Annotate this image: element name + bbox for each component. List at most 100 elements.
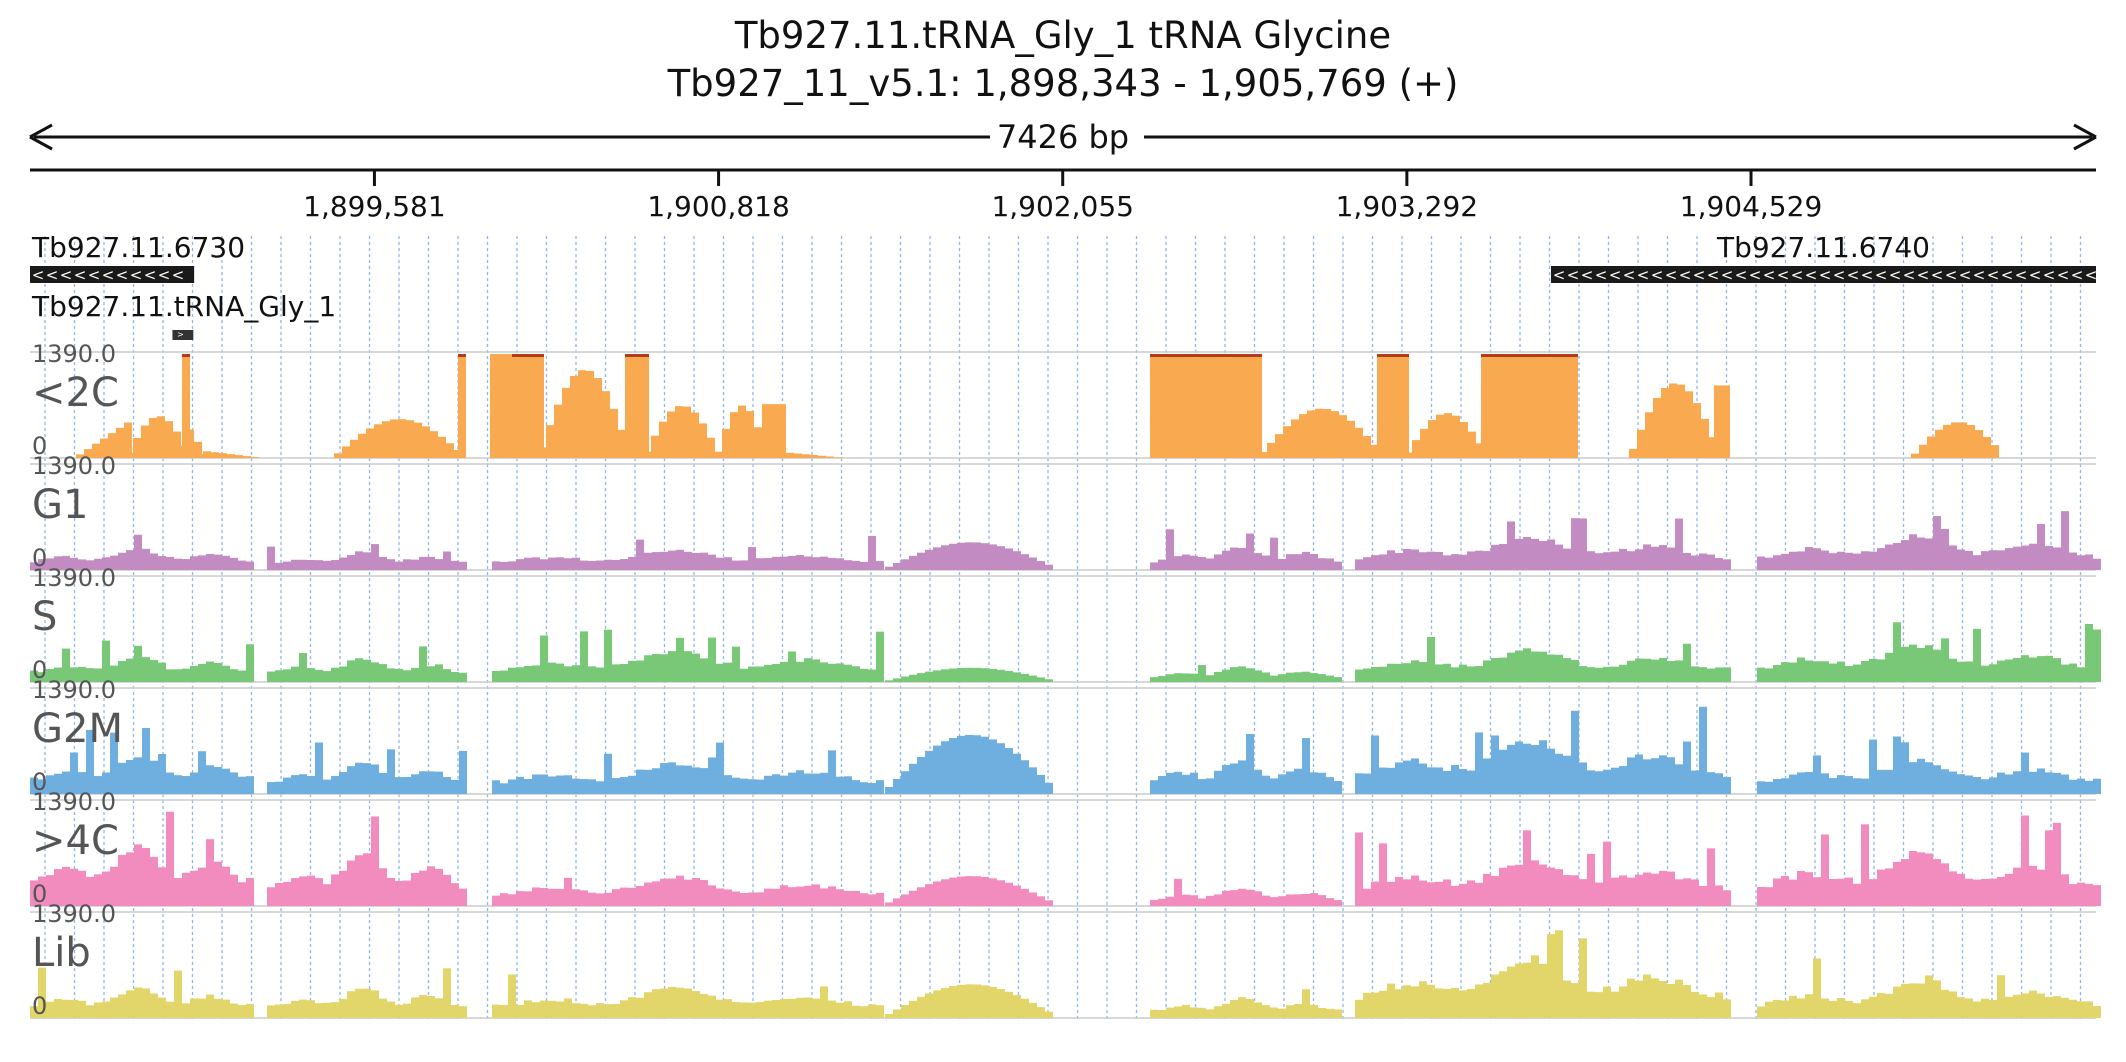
coverage-bar bbox=[1531, 651, 1539, 682]
coverage-bar bbox=[828, 886, 836, 906]
coverage-bar bbox=[190, 870, 198, 906]
coverage-bar bbox=[588, 892, 596, 906]
coverage-bar bbox=[644, 769, 652, 794]
coverage-bar bbox=[1166, 354, 1174, 458]
coverage-bar bbox=[826, 456, 834, 458]
coverage-bar bbox=[2037, 869, 2045, 906]
coverage-bar bbox=[1507, 652, 1515, 682]
coverage-bar bbox=[957, 668, 965, 682]
strand-arrow-icon: < bbox=[1833, 266, 1846, 284]
coverage-bar bbox=[1637, 429, 1645, 458]
coverage-bar bbox=[1773, 999, 1781, 1018]
coverage-bar bbox=[387, 559, 395, 570]
coverage-bar bbox=[275, 670, 283, 682]
coverage-bar bbox=[158, 556, 166, 570]
coverage-bar bbox=[1757, 667, 1765, 682]
coverage-bar bbox=[1214, 770, 1222, 794]
coverage-bar bbox=[2085, 780, 2093, 794]
coverage-bar bbox=[230, 557, 238, 570]
coverage-bar bbox=[965, 667, 973, 682]
coverage-bar bbox=[1411, 875, 1419, 906]
coverage-bar bbox=[2053, 822, 2061, 906]
coverage-bar bbox=[643, 451, 651, 458]
coverage-bar bbox=[691, 412, 699, 458]
coverage-bar bbox=[1497, 354, 1505, 458]
coverage-bar bbox=[641, 354, 649, 458]
coverage-bar bbox=[692, 653, 700, 682]
coverage-bar bbox=[1310, 1004, 1318, 1018]
coverage-bar bbox=[379, 664, 387, 682]
coverage-bar bbox=[1643, 544, 1651, 570]
coverage-bar bbox=[885, 902, 893, 906]
strand-arrow-icon: < bbox=[2043, 266, 2056, 284]
coverage-bar bbox=[540, 559, 548, 570]
coverage-bar bbox=[1805, 872, 1813, 906]
coverage-bar bbox=[459, 1006, 467, 1018]
coverage-bar bbox=[828, 750, 836, 794]
coverage-bar bbox=[134, 534, 142, 570]
coverage-bar bbox=[1789, 551, 1797, 570]
strand-arrow-icon: < bbox=[172, 266, 185, 284]
coverage-bar bbox=[267, 1005, 275, 1018]
coverage-bar bbox=[1037, 677, 1045, 682]
coverage-bar bbox=[1214, 554, 1222, 570]
coverage-bar bbox=[1611, 877, 1619, 906]
coverage-bar bbox=[941, 545, 949, 570]
strand-arrow-icon: < bbox=[1623, 266, 1636, 284]
coverage-bar bbox=[506, 354, 514, 458]
coverage-bar bbox=[1505, 354, 1513, 458]
strand-arrow-icon: < bbox=[1693, 266, 1706, 284]
coverage-bar bbox=[1037, 561, 1045, 570]
coverage-bar bbox=[2037, 523, 2045, 570]
coverage-bar bbox=[1667, 984, 1675, 1018]
coverage-bar bbox=[395, 668, 403, 682]
overflow-marker bbox=[1174, 354, 1182, 357]
coverage-bar bbox=[756, 558, 764, 570]
coverage-bar bbox=[2077, 555, 2085, 570]
coverage-bar bbox=[1491, 875, 1499, 906]
coverage-bar bbox=[347, 555, 355, 570]
coverage-bar bbox=[1310, 673, 1318, 682]
coverage-bar bbox=[1491, 544, 1499, 570]
coverage-bar bbox=[206, 553, 214, 570]
coverage-bar bbox=[126, 759, 134, 794]
coverage-bar bbox=[419, 771, 427, 794]
coverage-bar bbox=[692, 767, 700, 794]
coverage-bar bbox=[30, 670, 38, 682]
coverage-bar bbox=[1571, 659, 1579, 682]
coverage-bar bbox=[708, 995, 716, 1018]
strand-arrow-icon: < bbox=[2029, 266, 2042, 284]
coverage-bar bbox=[500, 893, 508, 906]
coverage-track: 1390.0 0 >4C bbox=[30, 788, 2101, 908]
coverage-bar bbox=[2021, 993, 2029, 1018]
coverage-bar bbox=[1499, 867, 1507, 906]
coverage-bar bbox=[323, 560, 331, 570]
coverage-bar bbox=[1230, 547, 1238, 570]
coverage-bar bbox=[307, 559, 315, 570]
coverage-bar bbox=[1537, 354, 1545, 458]
overflow-marker bbox=[1377, 354, 1385, 357]
coverage-bar bbox=[1845, 552, 1853, 570]
coverage-bar bbox=[684, 988, 692, 1018]
coverage-bar bbox=[1166, 896, 1174, 906]
strand-arrow-icon: < bbox=[1931, 266, 1944, 284]
coverage-bar bbox=[1214, 354, 1222, 458]
coverage-bar bbox=[548, 776, 556, 794]
strand-arrow-icon: < bbox=[1791, 266, 1804, 284]
coverage-bar bbox=[1499, 971, 1507, 1018]
coverage-bar bbox=[628, 775, 636, 794]
coverage-bar bbox=[1420, 428, 1428, 458]
coverage-bar bbox=[1395, 762, 1403, 794]
coverage-bar bbox=[812, 773, 820, 794]
coverage-bar bbox=[692, 878, 700, 906]
coverage-bar bbox=[1451, 764, 1459, 794]
coverage-bar bbox=[1667, 871, 1675, 906]
coverage-bar bbox=[86, 729, 94, 794]
coverage-bar bbox=[1909, 762, 1917, 794]
coverage-bar bbox=[1773, 878, 1781, 906]
coverage-bar bbox=[1707, 997, 1715, 1018]
strand-arrow-icon: < bbox=[1805, 266, 1818, 284]
coverage-bar bbox=[1286, 554, 1294, 570]
coverage-bar bbox=[206, 994, 214, 1018]
coverage-bar bbox=[222, 555, 230, 570]
